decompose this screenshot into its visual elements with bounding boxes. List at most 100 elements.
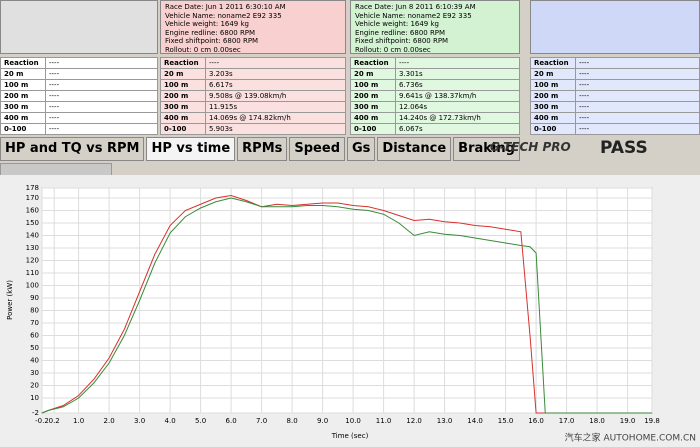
x-tick-label: 7.0 bbox=[256, 417, 267, 425]
result-table: Reaction ---- 20 m 3.301s 100 m 6.736s 200 m 9.… bbox=[350, 57, 520, 135]
table-cell: 200 m bbox=[350, 90, 396, 102]
info-line: Race Date: Jun 1 2011 6:30:10 AM bbox=[165, 3, 286, 11]
watermark: 汽车之家 AUTOHOME.COM.CN bbox=[565, 432, 696, 444]
table-row: 100 m 6.617s bbox=[160, 79, 346, 91]
y-tick-label: 110 bbox=[26, 269, 39, 277]
x-tick-label: 4.0 bbox=[165, 417, 176, 425]
table-cell: ---- bbox=[395, 57, 520, 69]
result-table: Reaction ---- 20 m ---- 100 m ---- 200 m ---- 30… bbox=[530, 57, 700, 135]
table-cell: ---- bbox=[575, 123, 700, 135]
x-tick-label: 3.0 bbox=[134, 417, 145, 425]
table-cell: 0-100 bbox=[350, 123, 396, 135]
table-cell: ---- bbox=[45, 57, 158, 69]
table-row: 0-100 ---- bbox=[0, 123, 158, 135]
pass-label: PASS bbox=[600, 138, 648, 158]
tab[interactable]: Gs bbox=[347, 137, 376, 161]
info-line: Rollout: 0 cm 0.00sec bbox=[355, 45, 431, 54]
table-row: 200 m ---- bbox=[530, 90, 700, 102]
table-cell: 400 m bbox=[160, 112, 206, 124]
x-axis-label: Time (sec) bbox=[331, 432, 369, 440]
tab[interactable]: Braking bbox=[453, 137, 520, 161]
table-cell: Reaction bbox=[350, 57, 396, 69]
table-row: 100 m ---- bbox=[530, 79, 700, 91]
x-tick-label: 14.0 bbox=[467, 417, 483, 425]
x-tick-label: -0.2 bbox=[35, 417, 49, 425]
info-line: Engine redline: 6800 RPM bbox=[355, 28, 446, 37]
table-cell: 100 m bbox=[350, 79, 396, 91]
y-tick-label: 70 bbox=[30, 319, 39, 327]
table-cell: ---- bbox=[45, 68, 158, 80]
table-cell: ---- bbox=[45, 101, 158, 113]
table-row: 400 m 14.069s @ 174.82km/h bbox=[160, 112, 346, 124]
info-panel: Race Date: Jun 8 2011 6:10:39 AM Vehicle … bbox=[350, 0, 520, 54]
table-cell: 14.069s @ 174.82km/h bbox=[205, 112, 346, 124]
tab[interactable]: Distance bbox=[377, 137, 452, 161]
table-cell: 6.617s bbox=[205, 79, 346, 91]
info-line: Race Date: Jun 8 2011 6:10:39 AM bbox=[355, 3, 476, 11]
table-cell: 20 m bbox=[0, 68, 46, 80]
info-panel-empty bbox=[530, 0, 700, 54]
table-cell: 9.508s @ 139.08km/h bbox=[205, 90, 346, 102]
table-cell: 400 m bbox=[0, 112, 46, 124]
x-tick-label: 1.0 bbox=[73, 417, 84, 425]
info-line: Vehicle weight: 1649 kg bbox=[355, 20, 439, 29]
y-tick-label: 150 bbox=[26, 219, 39, 227]
table-row: 300 m 12.064s bbox=[350, 101, 520, 113]
x-tick-label: 15.0 bbox=[498, 417, 514, 425]
table-cell: 300 m bbox=[0, 101, 46, 113]
table-cell: Reaction bbox=[160, 57, 206, 69]
table-cell: ---- bbox=[575, 68, 700, 80]
y-tick-label: 50 bbox=[30, 344, 39, 352]
result-table: Reaction ---- 20 m ---- 100 m ---- 200 m ---- 30… bbox=[0, 57, 158, 135]
x-tick-label: 16.0 bbox=[528, 417, 544, 425]
info-line: Vehicle Name: noname2 E92 335 bbox=[355, 11, 472, 20]
y-tick-label: 120 bbox=[26, 257, 39, 265]
x-tick-label: 17.0 bbox=[559, 417, 575, 425]
info-line: Rollout: 0 cm 0.00sec bbox=[165, 45, 241, 54]
tab[interactable]: RPMs bbox=[237, 137, 288, 161]
table-cell: ---- bbox=[575, 112, 700, 124]
table-cell: 20 m bbox=[160, 68, 206, 80]
chart: Power (kW) Time (sec) 汽车之家 AUTOHOME.COM.… bbox=[0, 175, 700, 447]
table-row: 400 m ---- bbox=[530, 112, 700, 124]
table-cell: 0-100 bbox=[160, 123, 206, 135]
y-tick-label: 40 bbox=[30, 357, 39, 365]
tab[interactable]: HP and TQ vs RPM bbox=[0, 137, 145, 161]
info-line: Vehicle Name: noname2 E92 335 bbox=[165, 11, 282, 20]
info-panel-empty bbox=[0, 0, 158, 54]
tab[interactable]: HP vs time bbox=[146, 137, 236, 161]
table-row: 20 m 3.203s bbox=[160, 68, 346, 80]
info-line: Fixed shiftpoint: 6800 RPM bbox=[165, 37, 259, 46]
table-cell: ---- bbox=[575, 101, 700, 113]
table-cell: 9.641s @ 138.37km/h bbox=[395, 90, 520, 102]
x-tick-label: 19.0 bbox=[620, 417, 636, 425]
table-row: 0-100 ---- bbox=[530, 123, 700, 135]
tab[interactable]: Speed bbox=[289, 137, 345, 161]
tab-bar: HP and TQ vs RPM HP vs time RPMs Speed Gs Dis… bbox=[0, 137, 522, 161]
y-tick-label: 30 bbox=[30, 369, 39, 377]
result-table: Reaction ---- 20 m 3.203s 100 m 6.617s 200 m 9.… bbox=[160, 57, 346, 135]
table-cell: 0-100 bbox=[0, 123, 46, 135]
table-cell: 200 m bbox=[530, 90, 576, 102]
x-tick-label: 19.8 bbox=[644, 417, 660, 425]
y-tick-label: 60 bbox=[30, 332, 39, 340]
plot-area bbox=[41, 187, 653, 414]
y-tick-label: 80 bbox=[30, 307, 39, 315]
table-cell: 20 m bbox=[530, 68, 576, 80]
y-tick-label: 10 bbox=[30, 394, 39, 402]
table-row: Reaction ---- bbox=[530, 57, 700, 69]
y-tick-label: -2 bbox=[32, 409, 39, 417]
table-cell: 14.240s @ 172.73km/h bbox=[395, 112, 520, 124]
table-row: 300 m ---- bbox=[530, 101, 700, 113]
info-line: Vehicle weight: 1649 kg bbox=[165, 20, 249, 29]
table-cell: ---- bbox=[45, 112, 158, 124]
table-row: 200 m 9.508s @ 139.08km/h bbox=[160, 90, 346, 102]
table-cell: ---- bbox=[45, 79, 158, 91]
x-tick-label: 8.0 bbox=[287, 417, 298, 425]
x-tick-label: 18.0 bbox=[589, 417, 605, 425]
table-row: 200 m ---- bbox=[0, 90, 158, 102]
table-cell: 11.915s bbox=[205, 101, 346, 113]
info-panel: Race Date: Jun 1 2011 6:30:10 AM Vehicle … bbox=[160, 0, 346, 54]
y-tick-label: 140 bbox=[26, 232, 39, 240]
x-tick-label: 0.2 bbox=[49, 417, 60, 425]
